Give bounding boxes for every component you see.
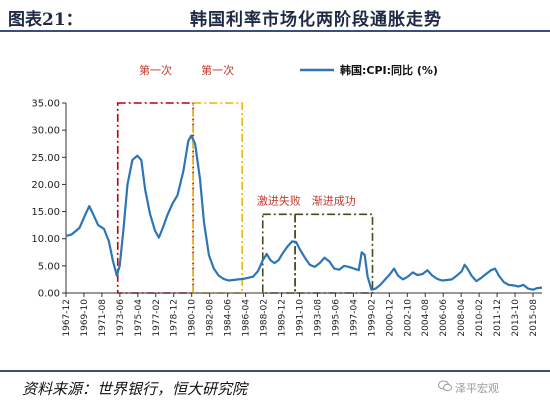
- x-tick-label: 1997-04: [349, 299, 359, 337]
- y-tick-label: 35.00: [31, 99, 60, 110]
- x-tick-label: 1988-02: [260, 299, 270, 337]
- x-tick-label: 2011-12: [493, 299, 503, 337]
- figure-header: 图表21： 韩国利率市场化两阶段通胀走势: [0, 0, 550, 32]
- axes: 0.00 5.00 10.00 15.00 20.00 25.00 30.00 35.00 19…: [31, 99, 542, 337]
- watermark-text: 泽平宏观: [455, 382, 499, 395]
- x-tick-label: 2013-10: [511, 299, 521, 337]
- x-tick-label: 2000-12: [385, 299, 395, 337]
- x-tick-label: 2008-04: [457, 299, 467, 337]
- x-tick-label: 1975-04: [134, 299, 144, 337]
- y-tick-label: 0.00: [38, 289, 60, 300]
- x-tick-label: 1982-08: [206, 299, 216, 337]
- x-tick-label: 1971-08: [98, 299, 108, 337]
- x-tick-label: 1977-02: [152, 299, 162, 337]
- x-tick-label: 1986-04: [242, 299, 252, 337]
- figure-footer: 资料来源：世界银行，恒大研究院 泽平宏观: [0, 370, 550, 401]
- x-tick-label: 1995-06: [331, 299, 341, 337]
- x-tick-label: 1969-10: [80, 299, 90, 337]
- x-tick-label: 1980-10: [188, 299, 198, 337]
- wechat-icon: [438, 380, 452, 392]
- x-tick-label: 2006-06: [439, 299, 449, 337]
- annotation-box-2: [192, 102, 243, 294]
- y-tick-label: 15.00: [31, 207, 60, 218]
- annotation-label-3: 激进失败: [257, 193, 301, 207]
- x-tick-label: 2004-08: [421, 299, 431, 337]
- figure-label: 图表21：: [8, 10, 83, 30]
- annotation-label-4: 渐进成功: [312, 193, 356, 207]
- annotation-label-1: 第一次: [139, 63, 172, 77]
- source-note: 资料来源：世界银行，恒大研究院: [22, 380, 248, 398]
- x-tick-label: 1993-08: [313, 299, 323, 337]
- annotation-label-2: 第一次: [201, 63, 234, 77]
- y-tick-label: 10.00: [31, 234, 60, 245]
- x-tick-label: 1989-12: [278, 299, 288, 337]
- x-tick-label: 1991-10: [295, 299, 305, 337]
- figure-title: 韩国利率市场化两阶段通胀走势: [190, 10, 442, 30]
- x-tick-label: 1978-12: [170, 299, 180, 337]
- x-tick-label: 2010-02: [475, 299, 485, 337]
- y-tick-label: 5.00: [38, 261, 60, 272]
- x-tick-label: 1984-06: [224, 299, 234, 337]
- y-tick-label: 30.00: [31, 126, 60, 137]
- x-tick-label: 2015-08: [529, 299, 539, 337]
- x-tick-label: 1967-12: [62, 299, 72, 337]
- series-layer: [65, 134, 543, 291]
- y-tick-label: 20.00: [31, 180, 60, 191]
- legend-label: 韩国:CPI:同比 (%): [340, 63, 438, 77]
- legend: 韩国:CPI:同比 (%): [300, 63, 438, 77]
- series-line-cpi: [65, 134, 543, 291]
- x-tick-label: 1973-06: [116, 299, 126, 337]
- x-tick-label: 2002-10: [403, 299, 413, 337]
- annotation-box-1: [116, 102, 194, 294]
- y-tick-label: 25.00: [31, 153, 60, 164]
- x-tick-label: 1999-02: [367, 299, 377, 337]
